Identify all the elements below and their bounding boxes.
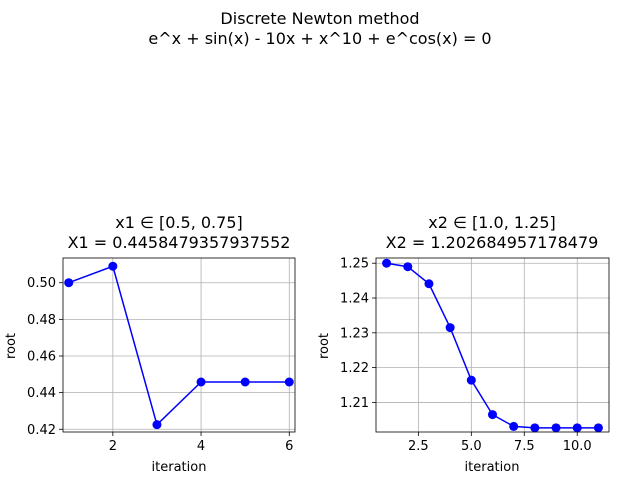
axes-frame-x1 — [62, 257, 296, 433]
x-tick-label-x2: 2.5 — [408, 439, 429, 454]
figure-equation: e^x + sin(x) - 10x + x^10 + e^cos(x) = 0 — [148, 29, 492, 48]
y-tick-label-x1: 0.50 — [27, 276, 56, 291]
x-tick-label-x2: 7.5 — [514, 439, 535, 454]
y-tick-label-x2: 1.25 — [340, 257, 369, 272]
data-point-x2 — [509, 421, 519, 431]
x-tick-label-x1: 6 — [285, 439, 293, 454]
y-tick-label-x1: 0.44 — [27, 386, 56, 401]
x-tick-label-x2: 5.0 — [461, 439, 482, 454]
x-axis-label-x2: iteration — [465, 460, 520, 475]
y-tick-label-x2: 1.23 — [340, 326, 369, 341]
subplot-title-x1-line1: x1 ∈ [0.5, 0.75] — [115, 213, 242, 232]
data-point-x1 — [240, 377, 250, 387]
data-point-x2 — [403, 262, 413, 272]
data-point-x2 — [382, 258, 392, 268]
y-tick-label-x1: 0.42 — [27, 423, 56, 438]
data-point-x1 — [196, 377, 206, 387]
data-point-x1 — [284, 377, 294, 387]
data-point-x2 — [530, 423, 540, 433]
data-point-x1 — [152, 420, 162, 430]
y-tick-label-x2: 1.21 — [340, 396, 369, 411]
data-point-x2 — [572, 423, 582, 433]
x-tick-label-x1: 4 — [197, 439, 205, 454]
data-point-x2 — [466, 375, 476, 385]
y-tick-label-x2: 1.22 — [340, 361, 369, 376]
data-point-x1 — [64, 278, 74, 288]
data-point-x2 — [488, 410, 497, 420]
x-tick-label-x1: 2 — [109, 439, 117, 454]
grid-x1 — [63, 258, 295, 432]
figure-title: Discrete Newton method — [220, 9, 420, 28]
subplot-title-x2-line1: x2 ∈ [1.0, 1.25] — [428, 213, 555, 232]
y-tick-label-x1: 0.46 — [27, 349, 56, 364]
series-line-x1 — [68, 265, 290, 427]
data-point-x2 — [593, 423, 603, 433]
subplot-x1: x1 ∈ [0.5, 0.75] X1 = 0.4458479357937552… — [4, 213, 296, 475]
data-point-x2 — [445, 323, 455, 333]
subplot-title-x1-line2: X1 = 0.4458479357937552 — [68, 233, 291, 252]
data-point-x2 — [424, 279, 434, 289]
x-tick-label-x2: 10.0 — [563, 439, 592, 454]
data-point-x1 — [108, 261, 118, 271]
y-tick-label-x2: 1.24 — [340, 292, 369, 307]
subplot-x2: x2 ∈ [1.0, 1.25] X2 = 1.202684957178479 … — [317, 213, 610, 475]
data-point-x2 — [551, 423, 561, 433]
y-tick-label-x1: 0.48 — [27, 313, 56, 328]
x-axis-label-x1: iteration — [152, 460, 207, 475]
axes-frame-x2 — [375, 257, 610, 433]
y-axis-label-x2: root — [317, 333, 332, 359]
grid-x2 — [376, 258, 609, 432]
y-axis-label-x1: root — [4, 333, 19, 359]
subplot-title-x2-line2: X2 = 1.202684957178479 — [386, 233, 599, 252]
